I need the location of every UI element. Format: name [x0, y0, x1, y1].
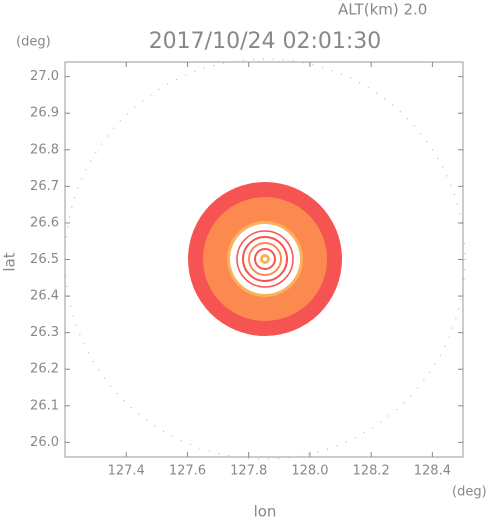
y-tick-label: 26.3 [30, 325, 59, 340]
x-tick-label: 127.6 [169, 464, 206, 479]
x-unit: (deg) [452, 485, 487, 500]
y-tick-label: 26.5 [30, 252, 59, 267]
x-tick-label: 128.0 [291, 464, 328, 479]
y-tick-label: 26.8 [30, 142, 59, 157]
echo [188, 182, 342, 336]
y-tick-label: 26.6 [30, 215, 59, 230]
x-tick-label: 128.2 [353, 464, 390, 479]
x-tick-label: 127.4 [108, 464, 145, 479]
y-tick-label: 26.2 [30, 362, 59, 377]
y-tick-label: 26.4 [30, 289, 59, 304]
y-tick-label: 26.9 [30, 106, 59, 121]
altitude-label: ALT(km) 2.0 [338, 1, 427, 19]
x-tick-label: 127.8 [230, 464, 267, 479]
y-tick-label: 27.0 [30, 69, 59, 84]
y-tick-label: 26.1 [30, 398, 59, 413]
y-unit: (deg) [16, 35, 51, 50]
chart-title: 2017/10/24 02:01:30 [149, 29, 382, 54]
y-axis-label: lat [1, 252, 19, 271]
x-tick-label: 128.4 [414, 464, 451, 479]
range-circle [64, 58, 466, 460]
x-axis-label: lon [254, 503, 277, 521]
y-tick-label: 26.7 [30, 179, 59, 194]
y-tick-label: 26.0 [30, 435, 59, 450]
